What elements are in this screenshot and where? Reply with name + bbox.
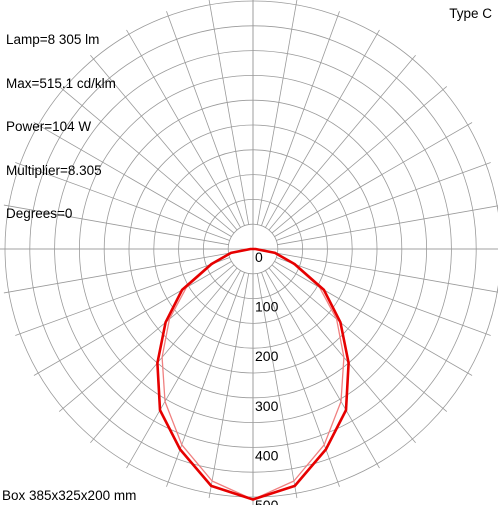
grid-spoke: [274, 261, 473, 376]
photometry-type: Type C: [449, 6, 492, 21]
grid-spoke: [126, 270, 241, 469]
grid-spoke: [268, 267, 416, 444]
radial-tick-label: 400: [255, 447, 279, 463]
radial-tick-label: 300: [255, 398, 279, 414]
grid-spoke: [3, 204, 229, 246]
grid-spoke: [271, 264, 448, 412]
grid-spoke: [256, 0, 298, 225]
radial-tick-label: 100: [255, 299, 279, 315]
luminaire-box-size: Box 385x325x200 mm: [2, 488, 139, 503]
grid-spoke: [277, 205, 498, 246]
grid-spoke: [256, 273, 298, 499]
grid-spoke: [274, 122, 473, 237]
grid-spoke: [90, 267, 238, 444]
grid-spoke: [276, 162, 491, 241]
curve-c0-c180: [156, 247, 350, 501]
grid-spoke: [265, 29, 380, 228]
grid-spoke: [58, 86, 235, 234]
multiplier: Multiplier=8.305: [6, 162, 102, 178]
grid-spoke: [126, 29, 241, 228]
grid-spoke: [261, 11, 340, 226]
grid-spoke: [276, 257, 491, 336]
degrees: Degrees=0: [6, 206, 73, 221]
grid-spoke: [265, 270, 380, 469]
grid-spoke: [271, 86, 448, 234]
grid-spoke: [166, 11, 245, 226]
grid-spoke: [277, 252, 498, 293]
grid-spoke: [208, 273, 250, 499]
grid-spoke: [268, 54, 416, 231]
radial-tick-label: 500: [255, 497, 279, 505]
grid-spoke: [166, 272, 245, 487]
lamp-flux: Lamp=8 305 lm: [6, 32, 100, 47]
power: Power=104 W: [6, 119, 92, 134]
radial-tick-label: 200: [255, 348, 279, 364]
max-intensity: Max=515.1 cd/klm: [6, 75, 116, 91]
grid-spoke: [33, 261, 232, 376]
grid-spoke: [15, 257, 230, 336]
grid-spoke: [58, 264, 235, 412]
grid-spoke: [261, 272, 340, 487]
radial-tick-labels: 0 100 200 300 400 500: [255, 249, 279, 505]
grid-spoke: [208, 0, 250, 225]
photometric-info: Lamp=8 305 lm Max=515.1 cd/klm Power=104…: [6, 4, 116, 236]
grid-spoke: [90, 54, 238, 231]
radial-tick-label: 0: [255, 249, 263, 265]
grid-spoke: [33, 122, 232, 237]
grid-spoke: [3, 252, 229, 294]
grid-spoke: [15, 162, 230, 241]
intensity-curves: [156, 247, 350, 501]
